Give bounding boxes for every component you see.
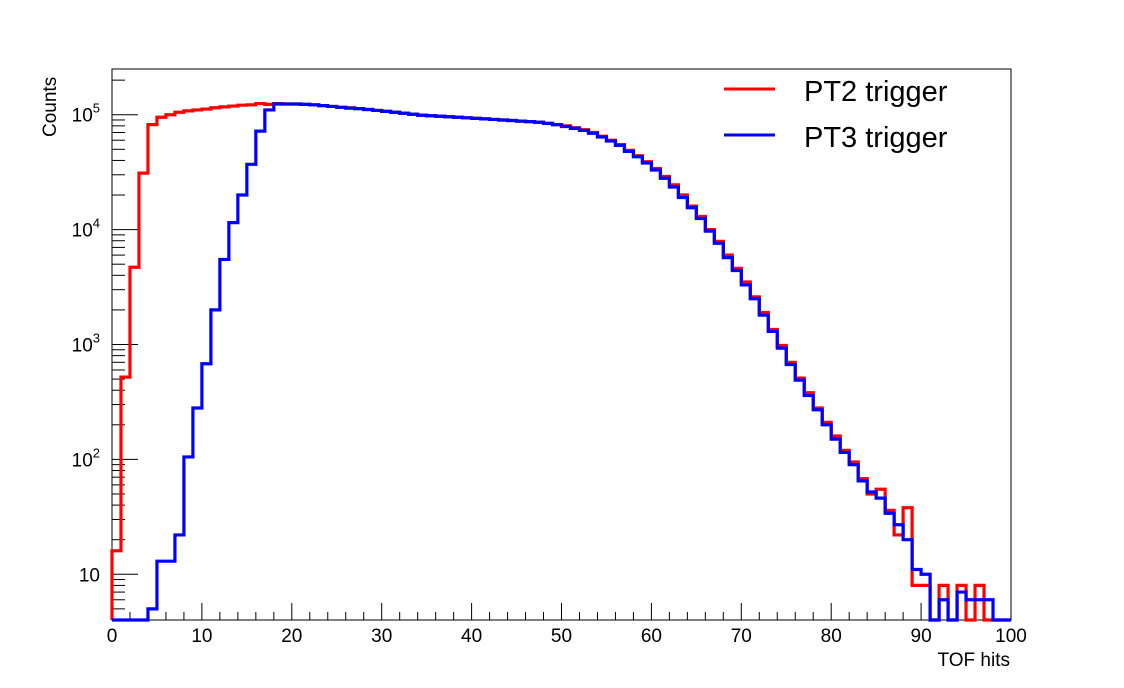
x-axis-ticks: 0 10 20 30 40 50 60 70 80 90 100	[107, 603, 1027, 647]
x-tick-label: 70	[731, 626, 752, 647]
x-tick-label: 90	[911, 626, 932, 647]
y-axis-label: Counts	[40, 77, 61, 137]
x-tick-label: 80	[821, 626, 842, 647]
legend-label-pt3: PT3 trigger	[804, 122, 948, 154]
y-tick-label: 10	[79, 565, 100, 586]
x-tick-label: 100	[995, 626, 1027, 647]
x-tick-label: 0	[107, 626, 118, 647]
x-axis-label: TOF hits	[938, 650, 1011, 671]
series-line-pt3	[112, 102, 1011, 622]
x-tick-label: 50	[551, 626, 572, 647]
y-tick-label: 103	[72, 330, 100, 356]
legend-label-pt2: PT2 trigger	[804, 76, 948, 108]
x-tick-label: 10	[191, 626, 212, 647]
x-tick-label: 20	[281, 626, 302, 647]
x-tick-label: 40	[461, 626, 482, 647]
x-tick-label: 30	[371, 626, 392, 647]
y-tick-label: 102	[72, 445, 100, 471]
y-tick-label: 105	[72, 101, 100, 127]
legend: PT2 trigger PT3 trigger	[724, 76, 948, 154]
y-tick-label: 104	[72, 216, 100, 242]
series-layer	[110, 101, 1011, 622]
y-axis-ticks: 10 102 103 104 105	[72, 79, 138, 621]
x-tick-label: 60	[641, 626, 662, 647]
